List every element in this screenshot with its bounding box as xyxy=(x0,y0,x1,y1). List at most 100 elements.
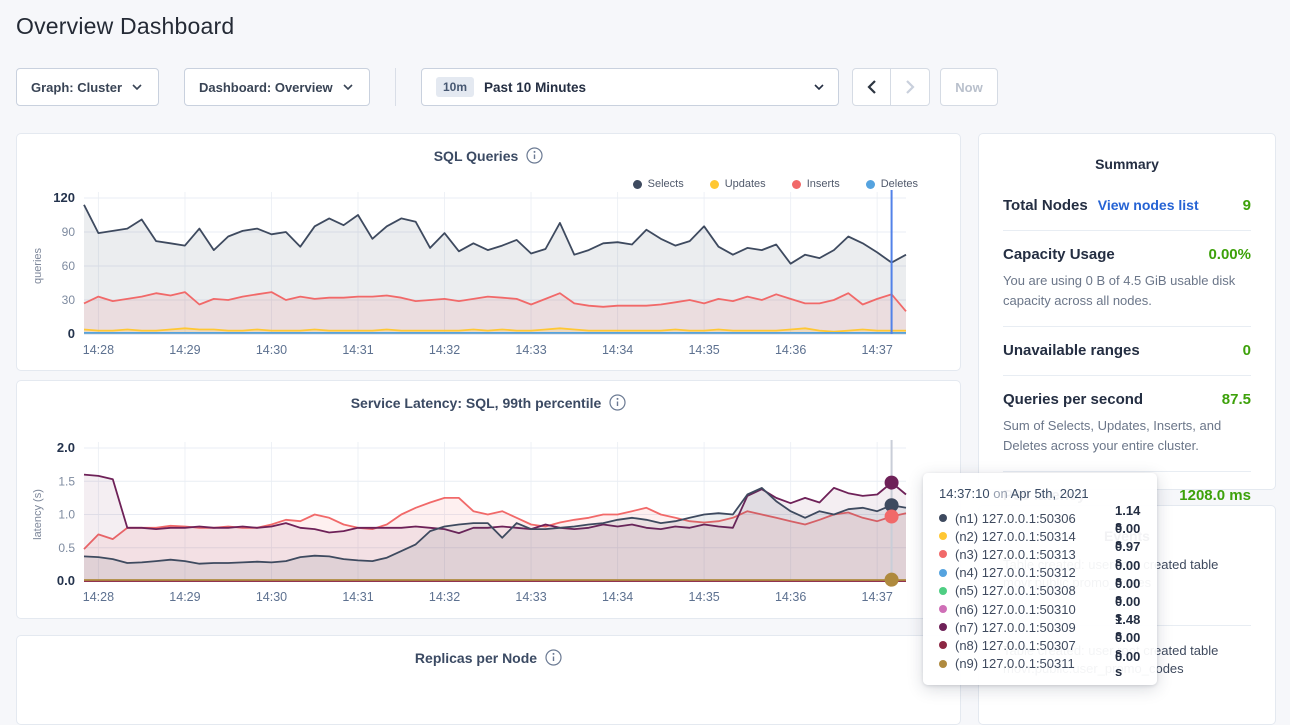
svg-text:60: 60 xyxy=(62,259,76,273)
view-nodes-list-link[interactable]: View nodes list xyxy=(1097,197,1199,213)
chevron-down-icon xyxy=(132,84,142,90)
svg-text:14:37: 14:37 xyxy=(862,590,893,604)
svg-text:14:34: 14:34 xyxy=(602,343,633,357)
svg-text:2.0: 2.0 xyxy=(57,440,75,455)
chevron-left-icon xyxy=(866,80,876,94)
replicas-per-node-card: Replicas per Node xyxy=(16,635,961,725)
summary-row-capacity: Capacity Usage 0.00% You are using 0 B o… xyxy=(1003,231,1251,327)
legend-dot xyxy=(865,179,875,189)
legend-dot xyxy=(632,179,642,189)
tooltip-row: (n1) 127.0.0.1:50306 1.14 s xyxy=(939,503,1141,533)
legend-item-deletes: Deletes xyxy=(865,178,918,190)
node-color-dot xyxy=(939,514,947,523)
tooltip-row: (n9) 127.0.0.1:50311 0.00 s xyxy=(939,649,1141,679)
chevron-down-icon xyxy=(814,84,824,90)
time-range-label: Past 10 Minutes xyxy=(484,79,587,95)
chart-hover-tooltip: 14:37:10 on Apr 5th, 2021 (n1) 127.0.0.1… xyxy=(923,473,1157,685)
svg-text:14:33: 14:33 xyxy=(515,343,546,357)
svg-text:120: 120 xyxy=(53,190,75,205)
summary-row-qps: Queries per second 87.5 Sum of Selects, … xyxy=(1003,376,1251,472)
service-latency-title: Service Latency: SQL, 99th percentile xyxy=(17,394,960,411)
total-nodes-value: 9 xyxy=(1242,197,1251,214)
chevron-right-icon xyxy=(906,80,915,94)
legend-item-inserts: Inserts xyxy=(791,178,840,190)
summary-row-total-nodes: Total Nodes View nodes list 9 xyxy=(1003,182,1251,231)
qps-description: Sum of Selects, Updates, Inserts, and De… xyxy=(1003,418,1222,453)
toolbar-divider xyxy=(395,68,396,106)
node-color-dot xyxy=(939,568,947,577)
svg-text:14:35: 14:35 xyxy=(688,590,719,604)
node-color-dot xyxy=(939,586,947,595)
svg-text:queries: queries xyxy=(32,247,44,284)
service-latency-chart[interactable]: 14:28 14:29 14:30 14:31 14:32 14:33 14:34 14:35… xyxy=(17,381,960,618)
svg-text:30: 30 xyxy=(62,293,76,307)
now-button-disabled: Now xyxy=(940,68,998,106)
replicas-per-node-title: Replicas per Node xyxy=(17,649,960,666)
svg-text:14:34: 14:34 xyxy=(602,590,633,604)
tooltip-row: (n3) 127.0.0.1:50313 0.97 s xyxy=(939,539,1141,569)
prev-time-button[interactable] xyxy=(852,68,891,106)
svg-text:0: 0 xyxy=(68,326,75,341)
info-icon[interactable] xyxy=(609,394,626,411)
legend-dot xyxy=(791,179,801,189)
dashboard-dropdown[interactable]: Dashboard: Overview xyxy=(184,68,370,106)
unavailable-ranges-value: 0 xyxy=(1242,342,1251,359)
tooltip-row: (n5) 127.0.0.1:50308 0.00 s xyxy=(939,576,1141,606)
svg-text:0.5: 0.5 xyxy=(58,541,75,555)
page-title: Overview Dashboard xyxy=(16,13,235,39)
sql-queries-legend: Selects Updates Inserts Deletes xyxy=(632,178,918,190)
summary-panel: Summary Total Nodes View nodes list 9 Ca… xyxy=(978,133,1276,504)
info-icon[interactable] xyxy=(545,649,562,666)
svg-text:14:36: 14:36 xyxy=(775,590,806,604)
info-icon[interactable] xyxy=(526,147,543,164)
svg-text:14:29: 14:29 xyxy=(169,590,200,604)
svg-text:0.0: 0.0 xyxy=(57,573,75,588)
qps-label: Queries per second xyxy=(1003,391,1144,408)
svg-text:14:28: 14:28 xyxy=(83,590,114,604)
sql-queries-title: SQL Queries xyxy=(17,147,960,164)
svg-text:14:30: 14:30 xyxy=(256,590,287,604)
time-range-badge: 10m xyxy=(436,77,475,97)
svg-text:14:30: 14:30 xyxy=(256,343,287,357)
tooltip-row: (n8) 127.0.0.1:50307 0.00 s xyxy=(939,630,1141,660)
time-range-dropdown[interactable]: 10m Past 10 Minutes xyxy=(421,68,839,106)
tooltip-row: (n2) 127.0.0.1:50314 0.00 s xyxy=(939,521,1141,551)
node-color-dot xyxy=(939,532,947,541)
legend-item-updates: Updates xyxy=(709,178,766,190)
svg-text:14:33: 14:33 xyxy=(515,590,546,604)
next-time-button-disabled xyxy=(891,68,930,106)
summary-row-unavailable: Unavailable ranges 0 xyxy=(1003,327,1251,376)
legend-item-selects: Selects xyxy=(632,178,684,190)
tooltip-timestamp: 14:37:10 on Apr 5th, 2021 xyxy=(939,486,1089,501)
svg-text:14:35: 14:35 xyxy=(688,343,719,357)
dashboard-dropdown-label: Dashboard: Overview xyxy=(199,79,333,95)
node-color-dot xyxy=(939,659,947,668)
capacity-usage-value: 0.00% xyxy=(1208,246,1251,263)
svg-text:14:31: 14:31 xyxy=(342,590,373,604)
node-color-dot xyxy=(939,605,947,614)
tooltip-node-rows: (n1) 127.0.0.1:50306 1.14 s (n2) 127.0.0.1… xyxy=(939,503,1141,679)
sql-queries-chart[interactable]: 14:28 14:29 14:30 14:31 14:32 14:33 14:34 14:35… xyxy=(17,134,960,370)
tooltip-row: (n4) 127.0.0.1:50312 0.00 s xyxy=(939,558,1141,588)
service-latency-card: Service Latency: SQL, 99th percentile 14… xyxy=(16,380,961,619)
svg-text:14:37: 14:37 xyxy=(862,343,893,357)
sql-queries-card: SQL Queries Selects Updates Inserts Deletes… xyxy=(16,133,961,371)
svg-text:14:32: 14:32 xyxy=(429,343,460,357)
tooltip-row: (n6) 127.0.0.1:50310 0.00 s xyxy=(939,594,1141,624)
node-color-dot xyxy=(939,550,947,559)
total-nodes-label: Total Nodes xyxy=(1003,197,1088,214)
svg-text:14:31: 14:31 xyxy=(342,343,373,357)
qps-value: 87.5 xyxy=(1221,391,1251,408)
svg-text:14:28: 14:28 xyxy=(83,343,114,357)
chevron-down-icon xyxy=(343,84,353,90)
unavailable-ranges-label: Unavailable ranges xyxy=(1003,342,1140,359)
svg-text:1.5: 1.5 xyxy=(58,474,75,488)
graph-dropdown[interactable]: Graph: Cluster xyxy=(16,68,159,106)
svg-text:1.0: 1.0 xyxy=(58,508,75,522)
svg-text:14:36: 14:36 xyxy=(775,343,806,357)
svg-text:90: 90 xyxy=(62,225,76,239)
capacity-usage-description: You are using 0 B of 4.5 GiB usable disk… xyxy=(1003,273,1236,308)
time-step-buttons xyxy=(852,68,930,106)
svg-text:14:32: 14:32 xyxy=(429,590,460,604)
capacity-usage-label: Capacity Usage xyxy=(1003,246,1115,263)
